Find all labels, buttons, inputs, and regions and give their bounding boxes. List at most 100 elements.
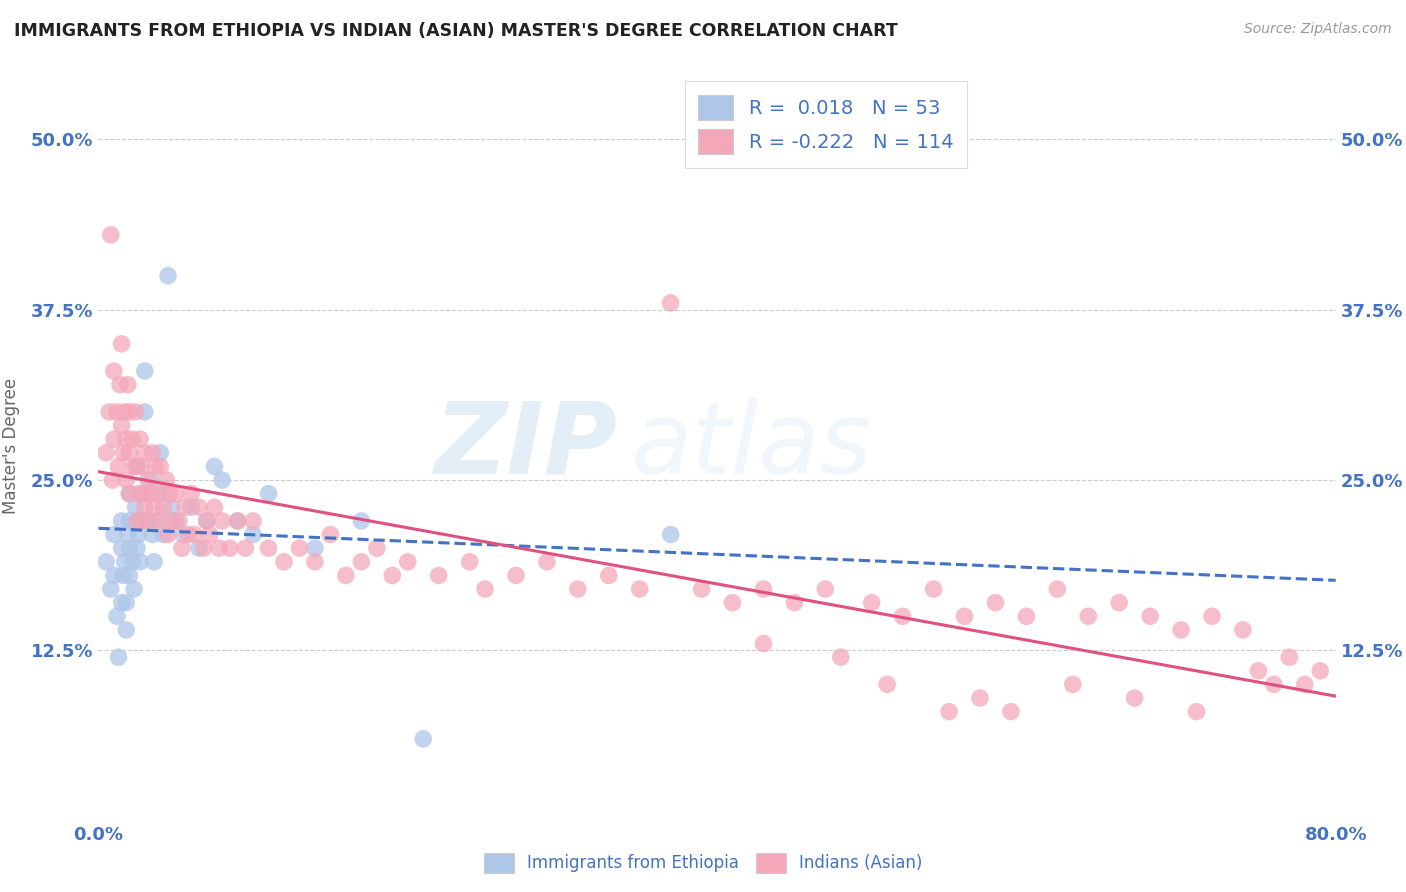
Point [938,705,960,719]
Point [319,527,342,541]
Point [96,555,118,569]
Point [180,500,202,515]
Point [134,446,156,460]
Point [752,582,775,596]
Point [155,473,177,487]
Point [152,527,174,541]
Point [115,623,138,637]
Point [111,336,132,351]
Point [396,555,419,569]
Point [1062,677,1084,691]
Point [170,541,193,556]
Point [128,486,150,500]
Point [112,446,135,460]
Point [103,527,125,541]
Point [157,527,180,541]
Point [127,541,149,556]
Point [149,446,172,460]
Point [149,459,172,474]
Point [211,473,233,487]
Point [304,555,326,569]
Point [143,555,166,569]
Point [118,514,141,528]
Point [204,459,226,474]
Point [1139,609,1161,624]
Point [162,514,184,528]
Point [188,500,211,515]
Point [922,582,945,596]
Point [114,555,136,569]
Point [129,432,152,446]
Point [100,582,122,596]
Point [242,527,264,541]
Point [127,459,149,474]
Point [122,582,145,596]
Point [659,527,682,541]
Point [1309,664,1331,678]
Point [136,473,159,487]
Point [107,459,129,474]
Point [830,650,852,665]
Point [814,582,837,596]
Point [132,486,155,500]
Point [145,459,167,474]
Point [208,541,231,556]
Point [242,514,264,528]
Point [969,691,991,706]
Point [690,582,713,596]
Point [1201,609,1223,624]
Point [157,268,180,283]
Point [136,514,159,528]
Y-axis label: Master's Degree: Master's Degree [1,378,20,514]
Point [108,377,131,392]
Point [167,514,190,528]
Point [111,596,132,610]
Point [783,596,806,610]
Point [118,568,141,582]
Point [131,514,153,528]
Point [226,514,249,528]
Point [138,514,160,528]
Point [204,500,226,515]
Legend: R =  0.018   N = 53, R = -0.222   N = 114: R = 0.018 N = 53, R = -0.222 N = 114 [685,81,967,168]
Point [183,527,205,541]
Point [458,555,481,569]
Point [198,527,221,541]
Point [752,636,775,650]
Point [124,405,146,419]
Point [131,459,153,474]
Point [219,541,242,556]
Point [412,731,434,746]
Point [180,486,202,500]
Point [107,650,129,665]
Point [953,609,976,624]
Point [188,541,211,556]
Point [381,568,404,582]
Point [567,582,589,596]
Point [121,432,143,446]
Point [1000,705,1022,719]
Point [598,568,620,582]
Point [111,514,132,528]
Legend: Immigrants from Ethiopia, Indians (Asian): Immigrants from Ethiopia, Indians (Asian… [477,847,929,880]
Point [876,677,898,691]
Point [536,555,558,569]
Point [1247,664,1270,678]
Point [103,364,125,378]
Point [304,541,326,556]
Point [335,568,357,582]
Point [1108,596,1130,610]
Point [628,582,651,596]
Point [159,486,181,500]
Point [891,609,914,624]
Point [96,446,118,460]
Point [1046,582,1069,596]
Point [350,555,373,569]
Point [1232,623,1254,637]
Point [152,500,174,515]
Point [165,486,187,500]
Point [98,405,121,419]
Point [101,473,124,487]
Point [146,486,169,500]
Point [114,405,136,419]
